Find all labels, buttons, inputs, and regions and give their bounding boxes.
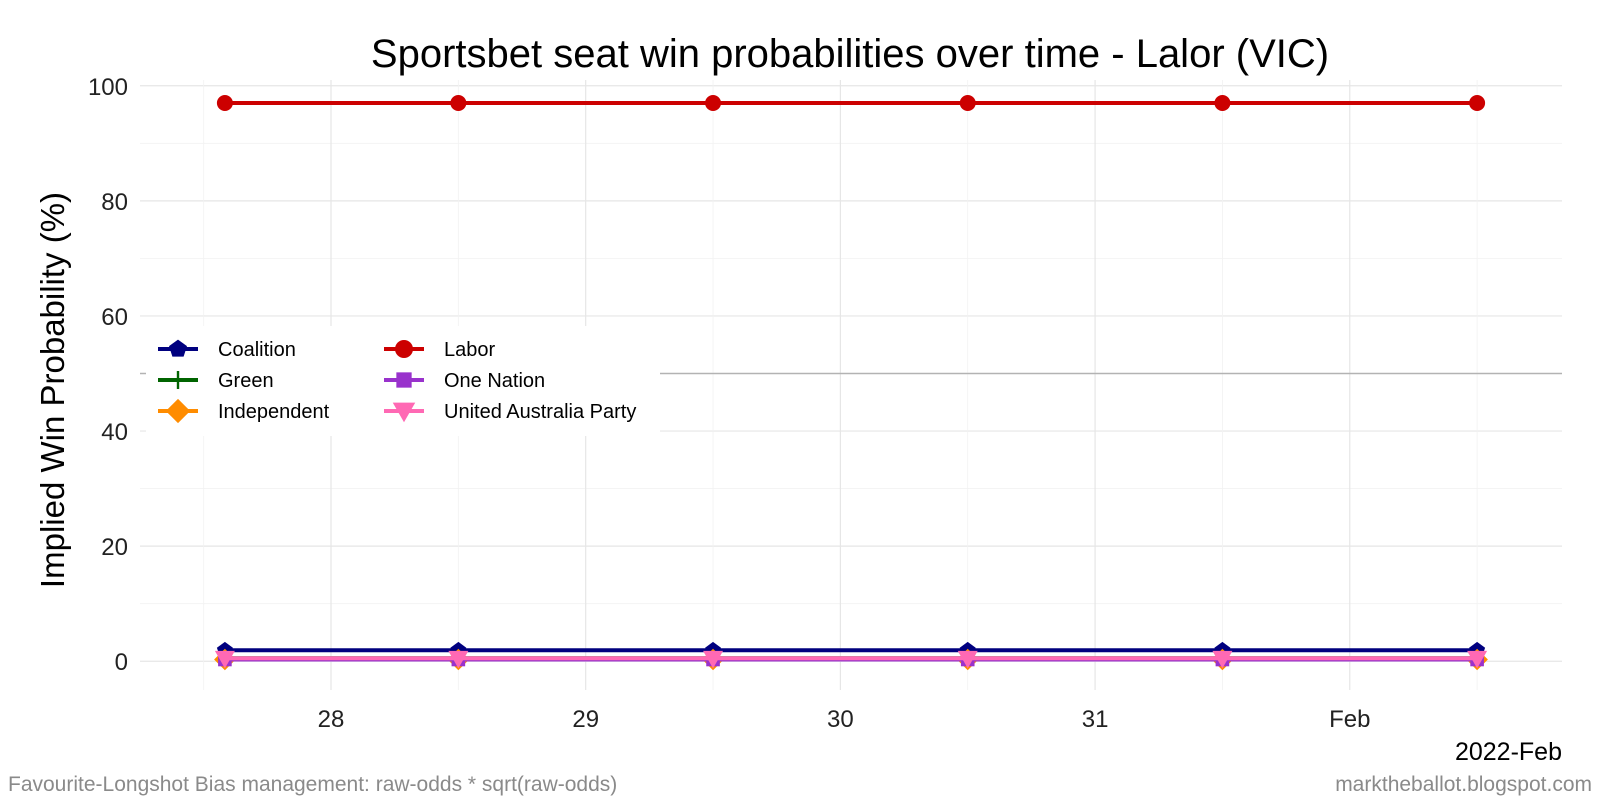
legend-label: Coalition	[218, 339, 296, 361]
y-tick-label: 40	[101, 419, 128, 446]
tick-labels: 0 20 40 60 80 100 28 29 30 31 Feb	[88, 74, 1370, 733]
legend-item-united-australia-party: United Australia Party	[384, 401, 636, 423]
x-tick-label: 31	[1082, 706, 1109, 733]
legend-item-one-nation: One Nation	[384, 370, 545, 392]
legend-label: Labor	[444, 339, 495, 361]
x-tick-label: Feb	[1329, 706, 1370, 733]
caption-left: Favourite-Longshot Bias management: raw-…	[8, 773, 617, 796]
legend-marker	[165, 398, 191, 424]
x-tick-label: 28	[318, 706, 345, 733]
data-point	[214, 650, 235, 669]
legend-marker	[396, 372, 412, 388]
series-labor	[216, 95, 1486, 112]
legend-marker	[169, 371, 187, 389]
x-tick-label: 29	[572, 706, 599, 733]
data-point	[448, 650, 469, 669]
x-tick-label: 30	[827, 706, 854, 733]
data-point	[705, 95, 722, 112]
y-tick-label: 0	[115, 649, 128, 676]
data-point	[450, 95, 467, 112]
caption-right: marktheballot.blogspot.com	[1335, 773, 1592, 796]
legend: Coalition Green Independent Labor One Nation…	[146, 326, 660, 436]
chart-title: Sportsbet seat win probabilities over ti…	[371, 32, 1329, 76]
legend-marker	[392, 402, 416, 423]
legend-item-independent: Independent	[158, 398, 330, 424]
data-point	[703, 650, 724, 669]
legend-marker	[395, 340, 413, 358]
data-point	[1469, 95, 1486, 112]
y-tick-label: 100	[88, 74, 128, 101]
data-point	[959, 95, 976, 112]
data-point	[216, 95, 233, 112]
legend-item-green: Green	[158, 370, 274, 392]
series-united-australia-party	[214, 650, 1488, 669]
data-point	[1212, 650, 1233, 669]
y-tick-label: 60	[101, 304, 128, 331]
legend-label: Green	[218, 370, 274, 392]
x-axis-date-label: 2022-Feb	[1455, 738, 1562, 766]
data-point	[1467, 650, 1488, 669]
data-point	[957, 650, 978, 669]
series-coalition	[216, 641, 1486, 658]
y-tick-label: 20	[101, 534, 128, 561]
legend-item-labor: Labor	[384, 339, 495, 361]
legend-label: One Nation	[444, 370, 545, 392]
y-tick-label: 80	[101, 189, 128, 216]
y-axis-title: Implied Win Probability (%)	[34, 192, 71, 588]
legend-marker	[169, 339, 187, 357]
series-layer	[214, 95, 1488, 671]
data-point	[1214, 95, 1231, 112]
legend-label: Independent	[218, 401, 330, 423]
legend-item-coalition: Coalition	[158, 339, 296, 361]
legend-label: United Australia Party	[444, 401, 636, 423]
